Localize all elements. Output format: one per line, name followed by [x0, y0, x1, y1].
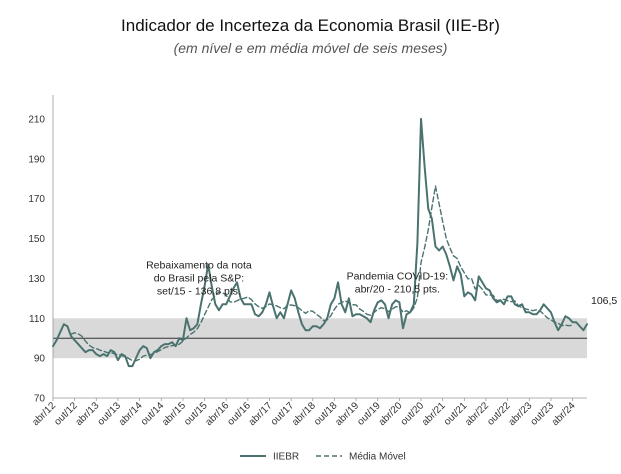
x-tick-label: abr/19 — [333, 400, 361, 428]
iiebr-line — [52, 117, 588, 368]
legend-label-iiebr: IIEBR — [273, 452, 299, 463]
x-tick-label: abr/14 — [117, 400, 145, 428]
y-tick-label: 130 — [28, 274, 45, 285]
y-tick-label: 90 — [34, 354, 46, 365]
y-tick-label: 210 — [28, 114, 45, 125]
chart-title: Indicador de Incerteza da Economia Brasi… — [121, 16, 500, 35]
y-tick-label: 190 — [28, 154, 45, 165]
x-tick-label: abr/16 — [203, 400, 231, 428]
y-tick-label: 170 — [28, 194, 45, 205]
y-axis: 70 90 110 130 150 170 190 210 — [28, 114, 45, 404]
legend-label-moving-average: Média Móvel — [349, 452, 406, 463]
x-tick-label: abr/23 — [507, 400, 535, 428]
y-tick-label: 110 — [29, 314, 45, 325]
x-axis: abr/12out/12abr/13out/13abr/14out/14abr/… — [30, 398, 578, 428]
x-tick-label: abr/18 — [290, 400, 318, 428]
x-tick-label: abr/22 — [463, 400, 491, 428]
annotation-text: Rebaixamento da nota — [146, 259, 252, 271]
annotation-text: set/15 - 136,8 pts. — [157, 285, 241, 297]
x-tick-label: abr/24 — [550, 400, 578, 428]
y-tick-label: 150 — [28, 234, 45, 245]
series-layer — [52, 117, 588, 368]
annotation-text: abr/20 - 210,5 pts. — [355, 283, 440, 295]
annotation-text: Pandemia COVID-19: — [347, 270, 449, 282]
x-tick-label: abr/17 — [247, 400, 275, 428]
chart-subtitle: (em nível e em média móvel de seis meses… — [173, 40, 448, 56]
end-value-label: 106,5 — [591, 295, 617, 307]
legend: IIEBR Média Móvel — [240, 452, 406, 463]
annotation-text: do Brasil pela S&P: — [154, 272, 244, 284]
x-tick-label: abr/13 — [74, 400, 102, 428]
x-tick-label: abr/15 — [160, 400, 188, 428]
x-tick-label: abr/21 — [420, 400, 448, 428]
x-tick-label: abr/20 — [377, 400, 405, 428]
y-tick-label: 70 — [34, 394, 46, 405]
